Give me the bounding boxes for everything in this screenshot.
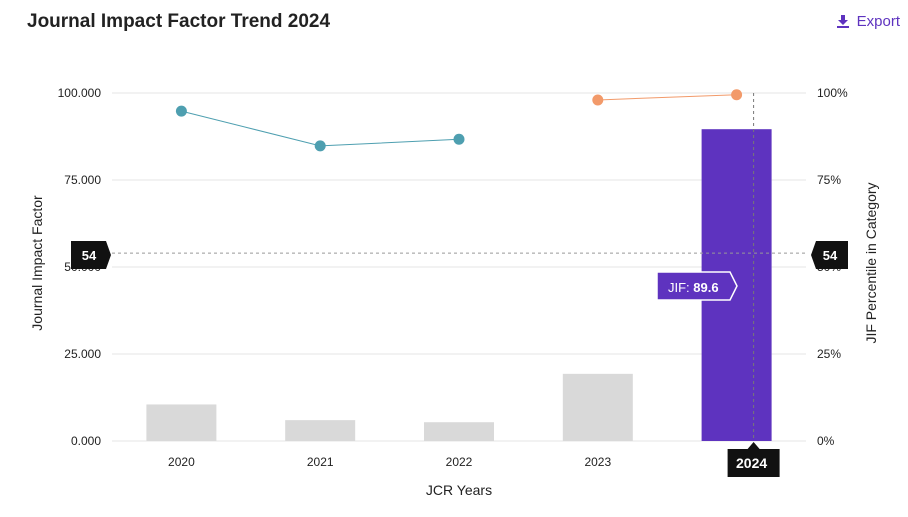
y-tick-label-right: 75% xyxy=(817,173,841,187)
tooltip-text: JIF: 89.6 xyxy=(668,280,719,295)
crosshair-badge-bottom xyxy=(727,442,780,477)
percentile-point[interactable] xyxy=(314,140,326,152)
y-axis-title-right: JIF Percentile in Category xyxy=(863,182,879,343)
percentile-point[interactable] xyxy=(175,105,187,117)
y-tick-label-left: 100.000 xyxy=(58,86,102,100)
export-button[interactable]: Export xyxy=(836,13,900,30)
tooltip-value: 89.6 xyxy=(693,280,718,295)
x-axis-title: JCR Years xyxy=(426,482,492,498)
percentile-point[interactable] xyxy=(453,133,465,145)
y-tick-label-left: 75.000 xyxy=(64,173,101,187)
crosshair-x-label: 2024 xyxy=(736,455,767,471)
jif-bar[interactable] xyxy=(146,404,217,441)
y-tick-label-right: 100% xyxy=(817,86,848,100)
x-tick-label: 2021 xyxy=(307,455,334,469)
percentile-line xyxy=(597,94,737,101)
export-label: Export xyxy=(856,13,900,30)
jif-bar[interactable] xyxy=(562,373,633,441)
y-tick-label-left: 0.000 xyxy=(71,434,101,448)
jif-bar[interactable] xyxy=(285,420,356,441)
percentile-point[interactable] xyxy=(731,89,743,101)
y-axis-title-left: Journal Impact Factor xyxy=(29,195,45,331)
y-tick-label-right: 25% xyxy=(817,347,841,361)
x-tick-label: 2022 xyxy=(446,455,473,469)
crosshair-badge-left xyxy=(71,241,111,269)
percentile-point[interactable] xyxy=(592,94,604,106)
x-tick-label: 2023 xyxy=(584,455,611,469)
y-tick-label-left: 25.000 xyxy=(64,347,101,361)
tooltip-box xyxy=(656,271,738,301)
page-title: Journal Impact Factor Trend 2024 xyxy=(27,11,331,32)
download-icon xyxy=(836,15,849,28)
jif-tooltip: JIF: 89.6 xyxy=(656,271,738,301)
crosshair-value-right: 54 xyxy=(823,248,838,263)
crosshair-value-left: 54 xyxy=(82,248,97,263)
jif-bar[interactable] xyxy=(424,422,494,441)
crosshair-badge-right xyxy=(811,241,848,269)
y-tick-label-right: 0% xyxy=(817,434,835,448)
tooltip-label: JIF: xyxy=(668,280,693,295)
x-tick-label: 2020 xyxy=(168,455,195,469)
